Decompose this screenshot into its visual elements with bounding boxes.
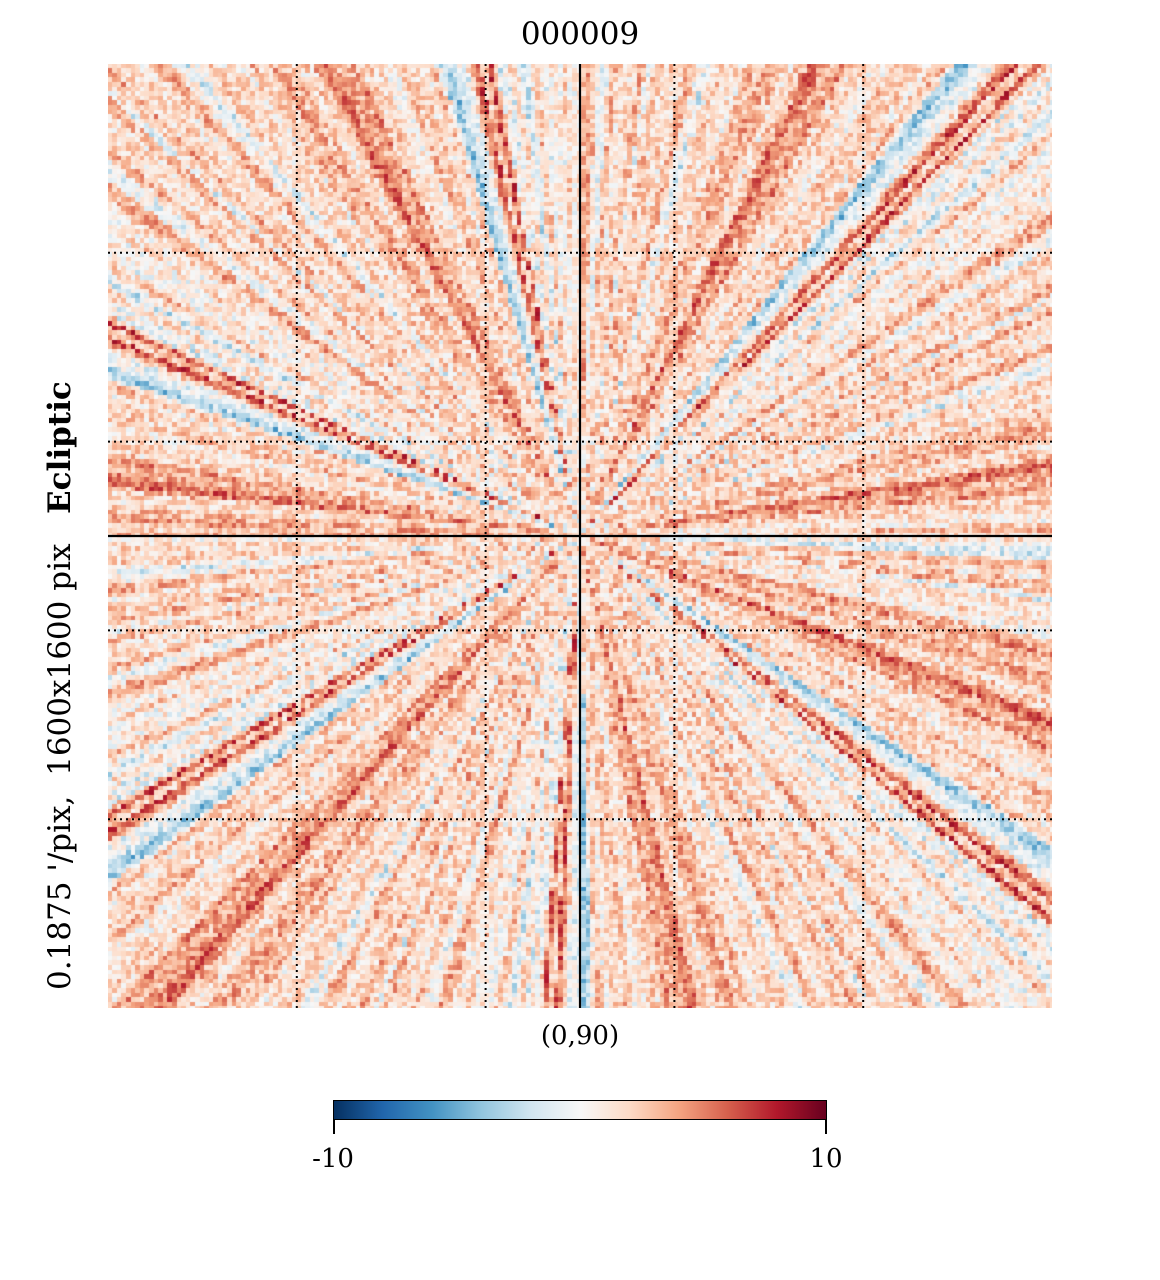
chart-title: 000009 (520, 16, 640, 52)
map-panel (108, 64, 1052, 1008)
size-label: 1600x1600 pix (42, 543, 78, 776)
colorbar-fill (334, 1101, 826, 1119)
colorbar-min-label: -10 (312, 1144, 354, 1174)
colorbar-tick-max (825, 1120, 827, 1134)
y-axis-label: 0.1875 '/pix, 1600x1600 pix Ecliptic (30, 0, 90, 990)
colorbar-max-label: 10 (809, 1144, 843, 1174)
coordsys-label: Ecliptic (42, 381, 78, 514)
colorbar-gradient (334, 1101, 826, 1119)
colorbar (333, 1100, 827, 1120)
colorbar-tick-min (333, 1120, 335, 1134)
center-coordinate-label: (0,90) (540, 1021, 620, 1051)
resolution-label: 0.1875 '/pix, (42, 795, 78, 990)
graticule-overlay (108, 64, 1052, 1008)
